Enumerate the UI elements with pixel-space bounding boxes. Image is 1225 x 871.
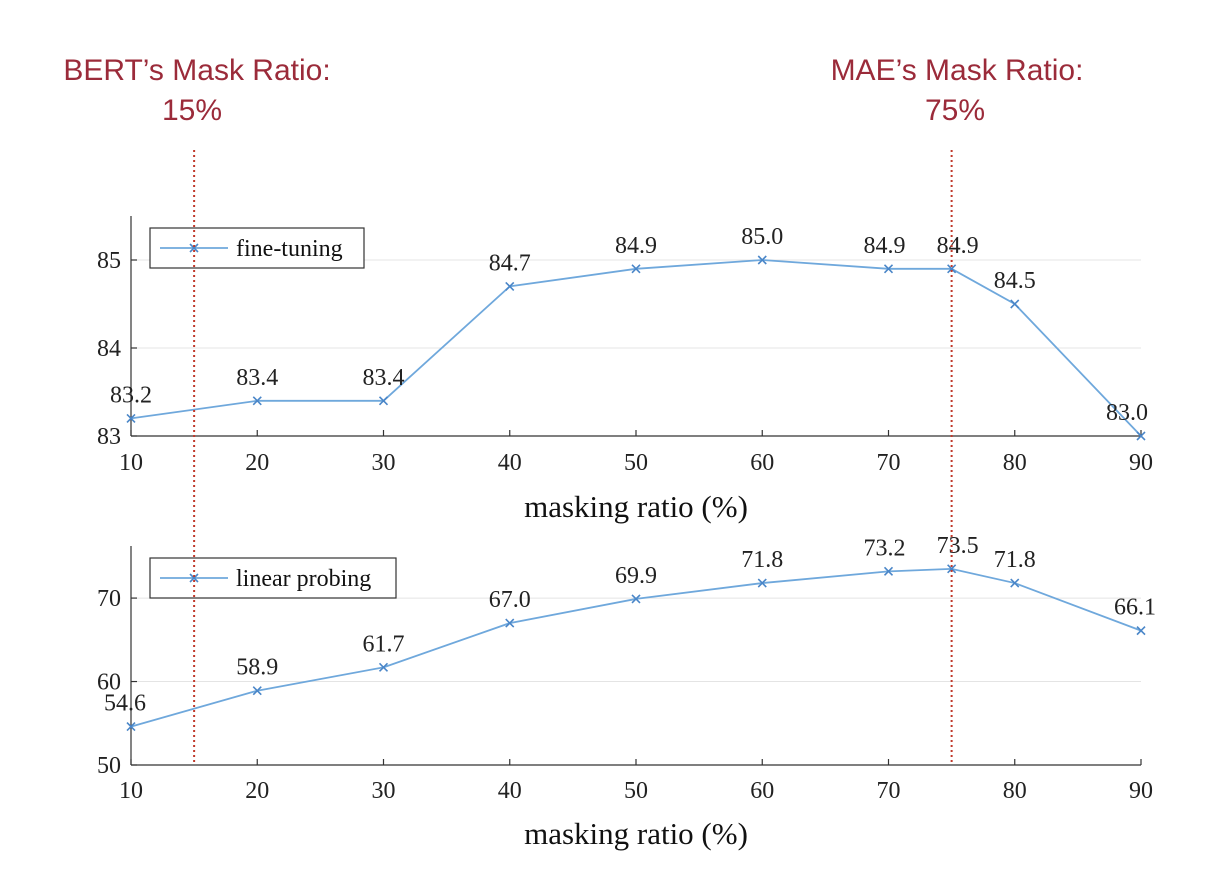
data-point-marker [757, 578, 767, 588]
y-tick-label: 84 [97, 336, 121, 362]
x-tick-label: 90 [1129, 778, 1153, 804]
data-label: 83.2 [110, 382, 152, 408]
data-point-marker [947, 264, 957, 274]
data-point-marker [378, 662, 389, 672]
x-tick-label: 40 [498, 778, 522, 804]
data-point-marker [126, 413, 136, 423]
data-point-marker [1010, 299, 1020, 309]
data-label: 84.7 [489, 250, 531, 276]
data-point-marker [378, 396, 389, 406]
data-label: 84.9 [615, 233, 657, 259]
data-label: 54.6 [104, 691, 146, 717]
data-point-marker [631, 264, 641, 274]
data-label: 85.0 [741, 224, 783, 250]
data-point-marker [126, 722, 136, 732]
data-point-marker [252, 396, 262, 406]
x-tick-label: 20 [245, 450, 269, 476]
data-point-marker [505, 281, 515, 291]
data-point-marker [1136, 431, 1146, 441]
series-line [130, 259, 1142, 437]
data-label: 67.0 [489, 587, 531, 613]
data-label: 73.5 [937, 533, 979, 559]
data-label: 69.9 [615, 563, 657, 589]
x-tick-label: 10 [119, 450, 143, 476]
y-tick-label: 85 [97, 248, 121, 274]
x-axis-label: masking ratio (%) [524, 816, 748, 851]
legend-marker-icon [189, 573, 199, 583]
legend-marker-icon [189, 243, 199, 253]
data-label: 83.4 [236, 365, 278, 391]
data-label: 58.9 [236, 655, 278, 681]
x-tick-label: 20 [245, 778, 269, 804]
x-tick-label: 30 [372, 778, 396, 804]
data-point-marker [631, 594, 641, 604]
bert-annotation-value: 15% [162, 94, 222, 127]
legend-label: fine-tuning [236, 236, 343, 262]
x-tick-label: 50 [624, 778, 648, 804]
x-tick-label: 10 [119, 778, 143, 804]
data-label: 84.5 [994, 268, 1036, 294]
data-point-marker [1010, 578, 1020, 588]
x-tick-label: 60 [750, 450, 774, 476]
x-tick-label: 80 [1003, 450, 1027, 476]
x-tick-label: 70 [877, 778, 901, 804]
data-point-marker [252, 686, 262, 696]
legend: fine-tuning [149, 227, 365, 269]
data-label: 84.9 [864, 233, 906, 259]
x-tick-label: 60 [750, 778, 774, 804]
data-label: 71.8 [994, 547, 1036, 573]
data-label: 84.9 [937, 233, 979, 259]
y-tick-label: 50 [97, 753, 121, 779]
data-label: 61.7 [363, 631, 405, 657]
data-label: 83.4 [363, 365, 405, 391]
annotations: BERT’s Mask Ratio: 15% MAE’s Mask Ratio:… [63, 54, 1083, 127]
data-point-marker [947, 564, 957, 574]
data-point-marker [883, 566, 894, 576]
x-tick-label: 80 [1003, 778, 1027, 804]
x-axis-label: masking ratio (%) [524, 489, 748, 524]
mae-annotation-title: MAE’s Mask Ratio: [831, 54, 1084, 87]
x-tick-label: 40 [498, 450, 522, 476]
data-point-marker [505, 618, 515, 628]
series-line [130, 567, 1142, 728]
data-label: 71.8 [741, 547, 783, 573]
data-point-marker [883, 264, 894, 274]
data-point-marker [757, 255, 767, 265]
x-tick-label: 50 [624, 450, 648, 476]
x-tick-label: 90 [1129, 450, 1153, 476]
x-tick-label: 70 [877, 450, 901, 476]
mae-annotation-value: 75% [925, 94, 985, 127]
bert-annotation-title: BERT’s Mask Ratio: [63, 54, 330, 87]
data-label: 66.1 [1114, 595, 1156, 621]
y-tick-label: 83 [97, 424, 121, 450]
y-tick-label: 70 [97, 586, 121, 612]
legend-label: linear probing [236, 566, 371, 592]
data-label: 83.0 [1106, 400, 1148, 426]
x-tick-label: 30 [372, 450, 396, 476]
data-label: 73.2 [864, 535, 906, 561]
y-tick-label: 60 [97, 670, 121, 696]
fine-tuning-chart: 83 84 85 10 20 30 40 50 60 70 80 90 masking ratio (%… [97, 216, 1153, 524]
linear-probing-chart: 50 60 70 10 20 30 40 50 60 70 80 90 masking ratio (%… [97, 533, 1156, 851]
data-point-marker [1136, 626, 1146, 636]
legend: linear probing [149, 557, 397, 599]
